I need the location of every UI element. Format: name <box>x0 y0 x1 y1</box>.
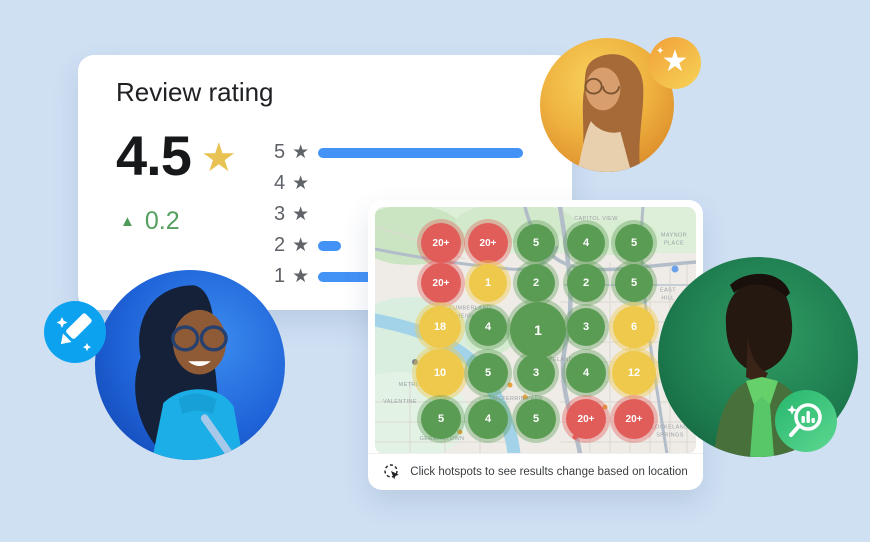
map-hotspot-green[interactable]: 5 <box>516 399 556 439</box>
rating-row-label: 2 ★ <box>274 234 310 256</box>
map-hotspot-red[interactable]: 20+ <box>468 223 508 263</box>
click-cursor-icon <box>384 464 400 480</box>
write-review-badge[interactable] <box>44 301 106 363</box>
map-hotspot-green[interactable]: 3 <box>517 354 555 392</box>
rating-row-3-star: 3 ★ <box>274 199 523 230</box>
rating-row-label: 3 ★ <box>274 203 310 225</box>
map-place-label: Capitol View <box>574 216 618 223</box>
rating-bar-track <box>318 147 523 158</box>
woman-orange-illustration <box>577 54 644 172</box>
average-score: 4.5 <box>116 124 192 187</box>
pencil-icon <box>56 313 92 352</box>
map-caption-text: Click hotspots to see results change bas… <box>410 466 688 478</box>
map-hotspot-yellow[interactable]: 6 <box>613 306 655 348</box>
trend-up-icon: ▲ <box>120 213 135 230</box>
map-hotspot-green[interactable]: 4 <box>469 308 507 346</box>
rating-row-label: 4 ★ <box>274 172 310 194</box>
map-hotspot-green[interactable]: 1 <box>510 302 566 358</box>
rating-row-4-star: 4 ★ <box>274 168 523 199</box>
rating-bar <box>318 147 523 158</box>
review-rating-title: Review rating <box>116 77 274 107</box>
map-hotspot-green[interactable]: 4 <box>566 353 606 393</box>
rating-bar <box>318 271 382 282</box>
map-place-label: East Hill <box>660 287 676 301</box>
score-wrap: 4.5 ★ <box>116 123 237 188</box>
map-area[interactable]: Capitol View Maynor Place East Hill Cumberl… <box>375 207 696 454</box>
map-caption-bar: Click hotspots to see results change bas… <box>368 453 703 490</box>
map-hotspot-green[interactable]: 3 <box>567 308 605 346</box>
map-hotspot-green[interactable]: 5 <box>468 353 508 393</box>
chart-magnifier-icon <box>787 403 822 437</box>
rating-row-label: 5 ★ <box>274 141 310 163</box>
rating-row-2-star: 2 ★ <box>274 230 523 261</box>
rating-bar-track <box>318 240 523 251</box>
delta-value: 0.2 <box>144 207 180 235</box>
map-place-label: Germantown <box>419 436 465 443</box>
map-hotspot-green[interactable]: 2 <box>517 264 555 302</box>
map-place-label: Cumberland Heights <box>448 305 492 319</box>
rating-distribution: 5 ★ 4 ★ 3 ★ 2 ★ 1 ★ <box>274 137 523 292</box>
sparkle-icon: ✦ <box>656 46 665 57</box>
location-insights-badge[interactable] <box>775 390 837 452</box>
review-rating-card: Review rating 4.5 ★ ▲ 0.2 5 ★ 4 ★ 3 ★ 2 ★ 1 ★ <box>78 55 572 310</box>
map-hotspot-green[interactable]: 5 <box>615 224 653 262</box>
map-hotspot-yellow[interactable]: 10 <box>416 349 464 397</box>
map-hotspot-green[interactable]: 4 <box>468 399 508 439</box>
score-delta: ▲ 0.2 <box>120 207 180 236</box>
map-hotspot-red[interactable]: 20+ <box>614 399 654 439</box>
map-hotspot-red[interactable]: 20+ <box>566 399 606 439</box>
rating-row-label: 1 ★ <box>274 265 310 287</box>
map-hotspot-green[interactable]: 4 <box>567 224 605 262</box>
rating-row-1-star: 1 ★ <box>274 261 523 292</box>
rating-row-5-star: 5 ★ <box>274 137 523 168</box>
top-rating-badge[interactable]: ✦ ★ <box>649 37 701 89</box>
rating-bar <box>318 240 341 251</box>
hotspot-map-card: Capitol View Maynor Place East Hill Cumberl… <box>368 200 703 490</box>
map-place-label: Lockeland Springs <box>651 424 689 438</box>
map-hotspot-green[interactable]: 5 <box>517 224 555 262</box>
map-hotspot-red[interactable]: 20+ <box>421 263 461 303</box>
rating-bar-track <box>318 179 523 189</box>
map-hotspot-yellow[interactable]: 12 <box>612 351 656 395</box>
map-hotspot-yellow[interactable]: 1 <box>469 264 507 302</box>
map-hotspot-green[interactable]: 5 <box>421 399 461 439</box>
map-place-label: Maynor Place <box>660 232 688 246</box>
map-hotspot-green[interactable]: 2 <box>567 264 605 302</box>
map-hotspot-red[interactable]: 20+ <box>421 223 461 263</box>
star-icon: ★ <box>661 45 689 78</box>
rating-bar-track <box>318 271 523 282</box>
map-hotspot-green[interactable]: 5 <box>615 264 653 302</box>
map-place-label: Valentine <box>383 399 417 406</box>
map-hotspot-yellow[interactable]: 18 <box>419 306 461 348</box>
woman-blue-illustration <box>135 285 244 460</box>
photo-woman-blue <box>95 270 285 460</box>
gold-star-icon: ★ <box>200 135 237 180</box>
